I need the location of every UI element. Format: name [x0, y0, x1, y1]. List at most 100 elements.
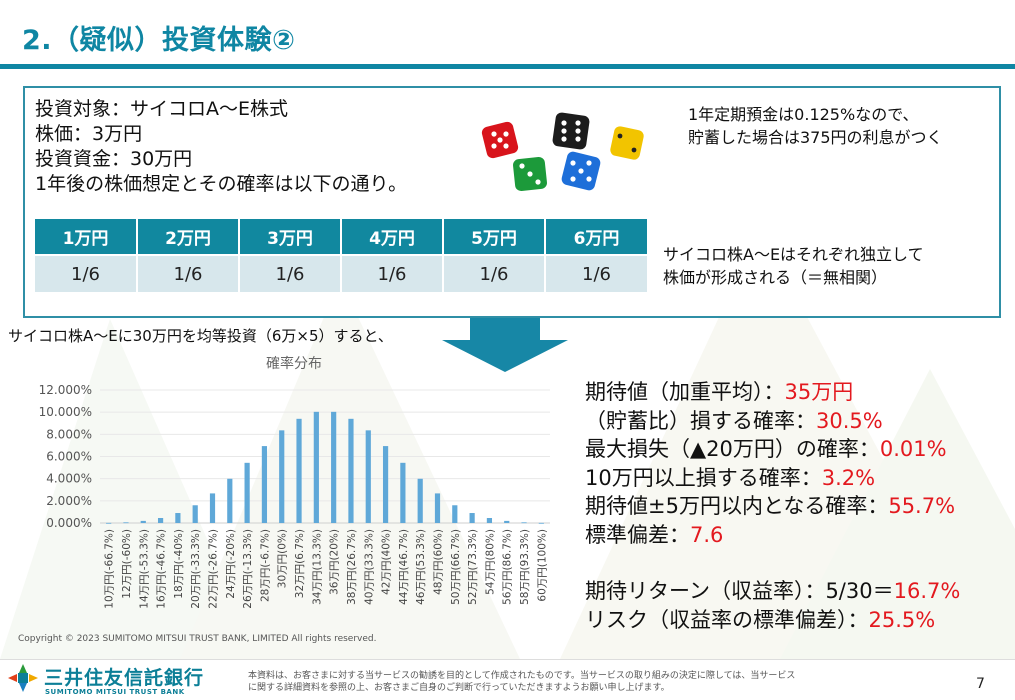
- table-header-cell: 5万円: [443, 219, 546, 255]
- stat-loss-probability: （貯蓄比）損する確率：30.5%: [585, 407, 960, 436]
- chart-bar: [209, 493, 216, 523]
- investment-lead-text: サイコロ株A～Eに30万円を均等投資（6万×5）すると、: [8, 327, 393, 345]
- background-mountains: [0, 229, 1015, 659]
- stat-risk: リスク（収益率の標準偏差）：25.5%: [585, 606, 960, 635]
- chart-y-tick-label: 0.000%: [46, 516, 92, 530]
- chart-y-tick-label: 12.000%: [39, 383, 92, 397]
- stat-label: 期待値（加重平均）：: [585, 380, 785, 404]
- chart-bar: [382, 446, 389, 523]
- chart-bar: [313, 411, 319, 523]
- table-row: 1/6 1/6 1/6 1/6 1/6 1/6: [35, 254, 647, 292]
- title-underline: [0, 64, 1015, 69]
- chart-x-tick-label: 58万円(93.3%): [519, 529, 531, 605]
- table-header-cell: 3万円: [239, 219, 342, 255]
- stat-label: 期待リターン（収益率）：5/30＝: [585, 579, 894, 603]
- chart-bar: [521, 522, 527, 524]
- table-cell: 1/6: [137, 254, 240, 292]
- chart-bar: [279, 430, 285, 523]
- table-header-cell: 1万円: [35, 219, 138, 255]
- chart-bar: [261, 446, 268, 523]
- chart-bars: [106, 411, 544, 524]
- chart-bar: [157, 518, 164, 523]
- chart-svg: 確率分布 0.000% 2.000% 4.000% 6.000% 8.000% 10.00…: [39, 355, 550, 609]
- stat-max-loss-probability: 最大損失（▲20万円）の確率：0.01%: [585, 435, 960, 464]
- deposit-note-line2: 貯蓄した場合は375円の利息がつく: [688, 128, 943, 147]
- stat-within-range-probability: 期待値±5万円以内となる確率：55.7%: [585, 492, 960, 521]
- chart-x-tick-label: 14万円(-53.3%): [138, 529, 150, 609]
- chart-y-tick-label: 8.000%: [46, 427, 92, 441]
- company-name-en: SUMITOMO MITSUI TRUST BANK: [45, 688, 185, 696]
- chart-x-tick-label: 48万円(60%): [433, 529, 445, 595]
- chart-bar: [486, 518, 493, 523]
- stat-expected-value: 期待値（加重平均）：35万円: [585, 378, 960, 407]
- chart-bar: [504, 520, 510, 523]
- chart-bar: [140, 520, 146, 523]
- page-number: 7: [976, 676, 985, 692]
- chart-bar: [244, 462, 250, 523]
- chart-x-tick-label: 20万円(-33.3%): [190, 529, 202, 609]
- chart-x-tick-label: 36万円(20%): [329, 529, 341, 595]
- chart-bar: [348, 418, 354, 523]
- scenario-description: 投資対象：サイコロA～E株式 株価：3万円 投資資金：30万円 1年後の株価想定…: [35, 97, 407, 197]
- disclaimer-line2: に関する詳細資料を参照の上、お客さまご自身のご判断で行っていただきますようお願い…: [248, 683, 670, 693]
- chart-bar: [538, 522, 544, 524]
- footer-divider: [0, 659, 1015, 660]
- table-cell: 1/6: [239, 254, 342, 292]
- yellow-die-icon: [610, 126, 644, 160]
- down-arrow-icon: [442, 318, 568, 372]
- chart-x-tick-label: 60万円(100%): [536, 529, 548, 602]
- stat-value: 30.5%: [816, 408, 883, 433]
- probability-distribution-chart: 確率分布 0.000% 2.000% 4.000% 6.000% 8.000% 10.00…: [20, 348, 560, 638]
- blue-die-icon: [561, 151, 601, 191]
- chart-bar: [106, 522, 112, 524]
- table-header-cell: 2万円: [137, 219, 240, 255]
- stat-label: リスク（収益率の標準偏差）：: [585, 607, 869, 632]
- stat-label: 期待値±5万円以内となる確率：: [585, 494, 889, 518]
- deposit-note: 1年定期預金は0.125%なので、 貯蓄した場合は375円の利息がつく: [688, 103, 943, 149]
- stat-label: 最大損失（▲20万円）の確率：: [585, 437, 880, 461]
- red-die-icon: [481, 121, 519, 159]
- chart-bar: [417, 478, 423, 523]
- chart-x-tick-label: 52万円(73.3%): [467, 529, 479, 605]
- info-price: 株価：3万円: [35, 123, 143, 145]
- chart-bar: [227, 478, 233, 523]
- independence-note-line2: 株価が形成される（＝無相関）: [663, 268, 888, 287]
- chart-x-tick-label: 12万円(-60%): [121, 529, 133, 599]
- stats-spacer: [585, 549, 960, 577]
- table-cell: 1/6: [341, 254, 444, 292]
- chart-y-tick-label: 2.000%: [46, 494, 92, 508]
- chart-gridlines: [100, 389, 550, 524]
- deposit-note-line1: 1年定期預金は0.125%なので、: [688, 105, 919, 124]
- chart-x-tick-label: 30万円(0%): [277, 529, 289, 588]
- chart-bar: [452, 505, 458, 523]
- chart-x-tick-label: 22万円(-26.7%): [208, 529, 220, 609]
- stat-expected-return: 期待リターン（収益率）：5/30＝16.7%: [585, 577, 960, 606]
- chart-x-tick-label: 42万円(40%): [381, 529, 393, 595]
- company-logo-icon: [8, 664, 38, 692]
- chart-bar: [192, 505, 198, 523]
- chart-bar: [434, 493, 441, 523]
- chart-x-tick-label: 38万円(26.7%): [346, 529, 358, 605]
- chart-y-tick-label: 10.000%: [39, 405, 92, 419]
- chart-bar: [296, 418, 302, 523]
- chart-x-tick-label: 28万円(-6.7%): [259, 529, 271, 602]
- price-probability-table: 1万円 2万円 3万円 4万円 5万円 6万円 1/6 1/6 1/6 1/6 …: [35, 219, 647, 292]
- chart-x-tick-label: 56万円(86.7%): [502, 529, 514, 605]
- green-die-icon: [513, 157, 547, 191]
- chart-x-tick-label: 54万円(80%): [484, 529, 496, 595]
- chart-y-tick-labels: 0.000% 2.000% 4.000% 6.000% 8.000% 10.000% 12.…: [39, 383, 92, 530]
- chart-bar: [123, 522, 129, 524]
- chart-bar: [331, 411, 337, 523]
- chart-x-tick-label: 34万円(13.3%): [311, 529, 323, 605]
- stat-value: 55.7%: [888, 494, 956, 518]
- table-cell: 1/6: [545, 254, 647, 292]
- stat-standard-deviation: 標準偏差：7.6: [585, 521, 960, 550]
- info-scenario: 1年後の株価想定とその確率は以下の通り。: [35, 173, 408, 195]
- chart-x-tick-label: 24万円(-20%): [225, 529, 237, 599]
- chart-title: 確率分布: [266, 355, 322, 372]
- dice-illustration: [481, 112, 644, 191]
- disclaimer-text: 本資料は、お客さまに対する当サービスの勧誘を目的として作成されたものです。当サー…: [248, 670, 888, 694]
- black-die-icon: [552, 112, 590, 150]
- chart-y-tick-label: 4.000%: [46, 472, 92, 486]
